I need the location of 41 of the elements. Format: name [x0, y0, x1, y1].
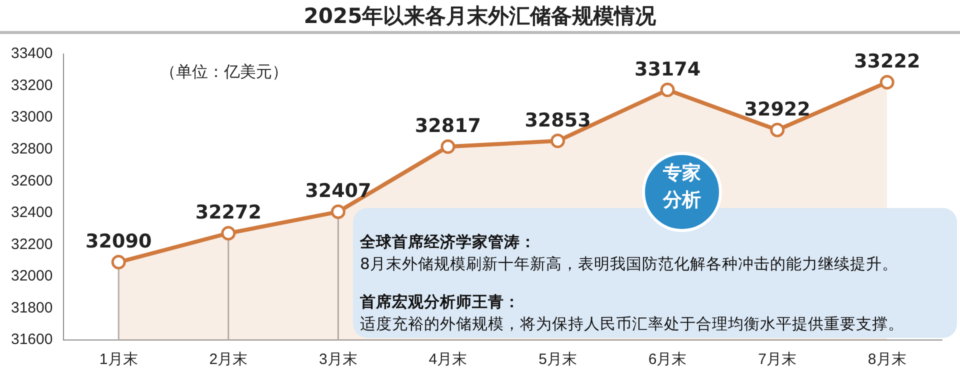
chart-title: 2025年以来各月末外汇储备规模情况 — [0, 0, 960, 34]
y-tick-label: 33400 — [10, 45, 53, 62]
x-tick-label: 1月末 — [99, 351, 138, 368]
data-label: 32922 — [744, 98, 810, 120]
annotation: 全球首席经济学家管涛： — [360, 232, 536, 253]
y-tick-label: 31800 — [10, 299, 53, 316]
data-label: 32853 — [524, 109, 591, 132]
annotation: 适度充裕的外储规模，将为保持人民币汇率处于合理均衡水平提供重要支撑。 — [360, 314, 904, 335]
point — [440, 139, 456, 154]
x-tick-label: 4月末 — [428, 351, 468, 368]
data-label: 32090 — [86, 230, 152, 253]
y-tick-label: 33200 — [10, 76, 53, 94]
y-tick-label: 32200 — [10, 236, 53, 253]
point — [770, 122, 785, 138]
point — [880, 75, 894, 90]
annotation: （单位：亿美元） — [160, 62, 288, 83]
data-label: 32817 — [414, 115, 482, 138]
y-tick-label: 32800 — [10, 140, 53, 158]
x-tick-label: 2月末 — [209, 351, 248, 368]
x-tick-label: 5月末 — [538, 351, 577, 368]
point — [550, 134, 565, 148]
x-tick-label: 3月末 — [319, 351, 358, 368]
data-label: 33222 — [854, 50, 920, 73]
y-tick-label: 31600 — [10, 331, 53, 348]
point — [660, 82, 675, 98]
y-tick-label: 32000 — [10, 268, 53, 285]
y-tick-label: 32600 — [10, 172, 53, 190]
y-tick-label: 32400 — [10, 204, 53, 222]
annotation: 首席宏观分析师王青： — [360, 292, 520, 313]
x-tick-label: 8月末 — [868, 351, 906, 368]
data-label: 33174 — [634, 58, 701, 80]
point — [330, 204, 346, 220]
point — [221, 226, 236, 240]
x-tick-label: 7月末 — [758, 351, 796, 368]
annotation: 专家分析 — [662, 161, 702, 213]
data-label: 32407 — [305, 180, 372, 202]
y-tick-label: 33000 — [10, 108, 53, 126]
point — [111, 254, 126, 270]
data-label: 32272 — [195, 202, 262, 224]
x-tick-label: 6月末 — [648, 351, 687, 368]
annotation: 8月末外储规模刷新十年新高，表明我国防范化解各种冲击的能力继续提升。 — [360, 254, 898, 275]
